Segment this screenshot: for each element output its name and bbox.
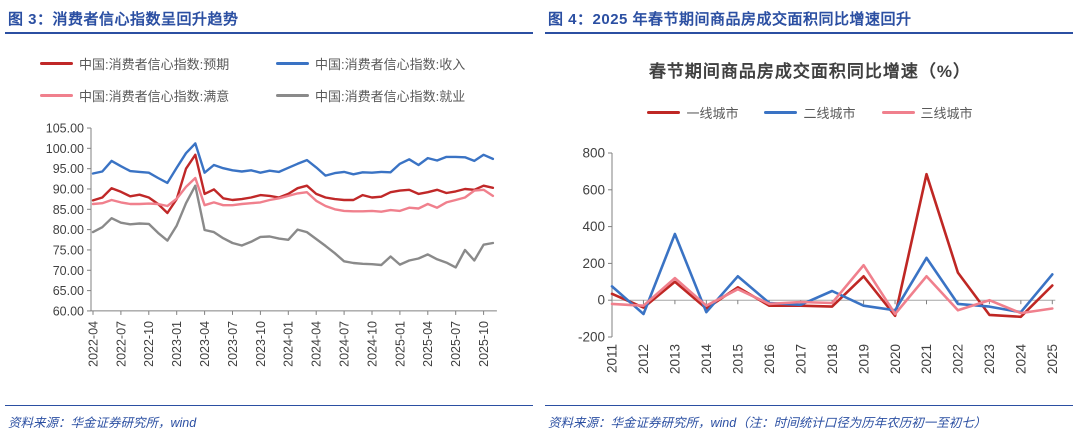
x-tick-label: 2024-04: [310, 321, 324, 367]
x-tick-label: 2025-07: [449, 321, 463, 367]
x-tick-label: 2024-01: [282, 321, 296, 367]
x-tick-label: 2023: [982, 344, 997, 374]
figure3-source-rule: [5, 405, 533, 406]
legend-swatch-tier3: [881, 110, 915, 115]
x-tick-label: 2012: [636, 344, 651, 374]
y-tick-label: 200: [582, 256, 605, 271]
y-tick-label: 400: [582, 219, 605, 234]
x-tick-label: 2024-07: [337, 321, 351, 367]
legend-swatch-employment: [276, 93, 309, 98]
figure4-source: 资料来源：华金证券研究所，wind（注：时间统计口径为历年农历初一至初七）: [548, 416, 987, 430]
y-tick-label: 75.00: [53, 243, 84, 257]
figure4-header: 图 4：2025 年春节期间商品房成交面积同比增速回升: [548, 11, 912, 28]
figure3-source: 资料来源：华金证券研究所，wind: [8, 416, 197, 430]
legend-label-tier3: 三线城市: [920, 106, 973, 121]
x-tick-label: 2022-10: [142, 321, 156, 367]
legend-item-tier3-cities: 三线城市: [881, 103, 973, 122]
consumer-confidence-chart: 105.00 100.00 95.00 90.00 85.00 80.00 75.00 70.…: [46, 122, 497, 367]
legend-swatch-satisfaction: [40, 93, 73, 98]
legend-item-satisfaction: 中国:消费者信心指数:满意: [40, 86, 276, 105]
legend-swatch-tier2: [764, 110, 798, 115]
figure3-panel: 图 3：消费者信心指数呈回升趋势 中国:消费者信心指数:预期 中国:消费者信心指…: [5, 11, 533, 430]
x-tick-label: 2013: [668, 344, 683, 374]
y-tick-label: 600: [582, 182, 605, 197]
y-tick-label: 85.00: [53, 203, 84, 217]
y-tick-label: 800: [582, 146, 605, 161]
x-tick-label: 2022-07: [114, 321, 128, 367]
x-tick-label: 2023-01: [170, 321, 184, 367]
y-tick-label: 95.00: [53, 162, 84, 176]
x-tick-label: 2016: [762, 344, 777, 374]
legend-label-satisfaction: 中国:消费者信心指数:满意: [79, 89, 230, 104]
series-line: [610, 232, 1054, 316]
legend-item-tier2-cities: 二线城市: [764, 103, 856, 122]
figure4-legend: 一线城市 二线城市 三线城市: [540, 103, 1080, 122]
x-tick-label: 2025-01: [393, 321, 407, 367]
series-line: [610, 172, 1054, 319]
x-tick-label: 2023-07: [226, 321, 240, 367]
series-line: [91, 142, 495, 185]
series-line: [91, 176, 495, 213]
x-tick-label: 2020: [888, 344, 903, 374]
legend-label-employment: 中国:消费者信心指数:就业: [315, 89, 466, 104]
x-tick-label: 2025-04: [421, 321, 435, 367]
figure3-legend: 中国:消费者信心指数:预期 中国:消费者信心指数:收入 中国:消费者信心指数:满…: [40, 54, 465, 105]
y-tick-label: 80.00: [53, 223, 84, 237]
y-tick-label: 65.00: [53, 284, 84, 298]
legend-label-income: 中国:消费者信心指数:收入: [315, 57, 466, 72]
x-tick-label: 2022: [951, 344, 966, 374]
y-tick-label: 105.00: [46, 122, 84, 136]
legend-label-expectation: 中国:消费者信心指数:预期: [79, 57, 230, 72]
figure4-header-rule: [545, 32, 1073, 34]
x-tick-label: 2018: [825, 344, 840, 374]
legend-swatch-tier1: [647, 110, 681, 115]
y-tick-label: 70.00: [53, 264, 84, 278]
x-tick-label: 2022-04: [86, 321, 100, 367]
figure3-header: 图 3：消费者信心指数呈回升趋势: [8, 11, 239, 28]
x-tick-label: 2023-04: [198, 321, 212, 367]
x-tick-label: 2021: [919, 344, 934, 374]
x-tick-label: 2024: [1014, 344, 1029, 375]
figure4-panel: 图 4：2025 年春节期间商品房成交面积同比增速回升 春节期间商品房成交面积同…: [540, 0, 1080, 442]
x-tick-label: 2024-10: [365, 321, 379, 367]
legend-item-tier1-cities: 一线城市: [647, 103, 738, 122]
series-line: [610, 263, 1054, 316]
legend-swatch-expectation: [40, 61, 73, 66]
x-tick-label: 2017: [793, 344, 808, 374]
x-tick-label: 2025: [1045, 344, 1060, 374]
legend-label-tier2: 二线城市: [803, 106, 856, 121]
legend-item-employment: 中国:消费者信心指数:就业: [276, 86, 465, 105]
x-tick-label: 2019: [856, 344, 871, 374]
legend-swatch-income: [276, 61, 309, 66]
x-tick-label: 2023-10: [254, 321, 268, 367]
y-tick-label: 100.00: [46, 142, 84, 156]
legend-item-income: 中国:消费者信心指数:收入: [276, 54, 465, 73]
y-tick-label: 60.00: [53, 304, 84, 318]
legend-label-tier1: 一线城市: [686, 106, 739, 121]
legend-item-expectation: 中国:消费者信心指数:预期: [40, 54, 276, 73]
series-line: [91, 184, 495, 269]
x-tick-label: 2015: [731, 344, 746, 374]
x-tick-label: 2011: [605, 344, 620, 373]
figure3-header-rule: [5, 32, 533, 34]
y-tick-label: 90.00: [53, 182, 84, 196]
y-tick-label: 0: [597, 293, 605, 308]
y-tick-label: -200: [578, 330, 605, 345]
figure4-chart-title: 春节期间商品房成交面积同比增速（%）: [648, 62, 972, 81]
figure4-source-rule: [545, 405, 1073, 406]
x-tick-label: 2025-10: [477, 321, 491, 367]
x-tick-label: 2014: [699, 344, 714, 375]
